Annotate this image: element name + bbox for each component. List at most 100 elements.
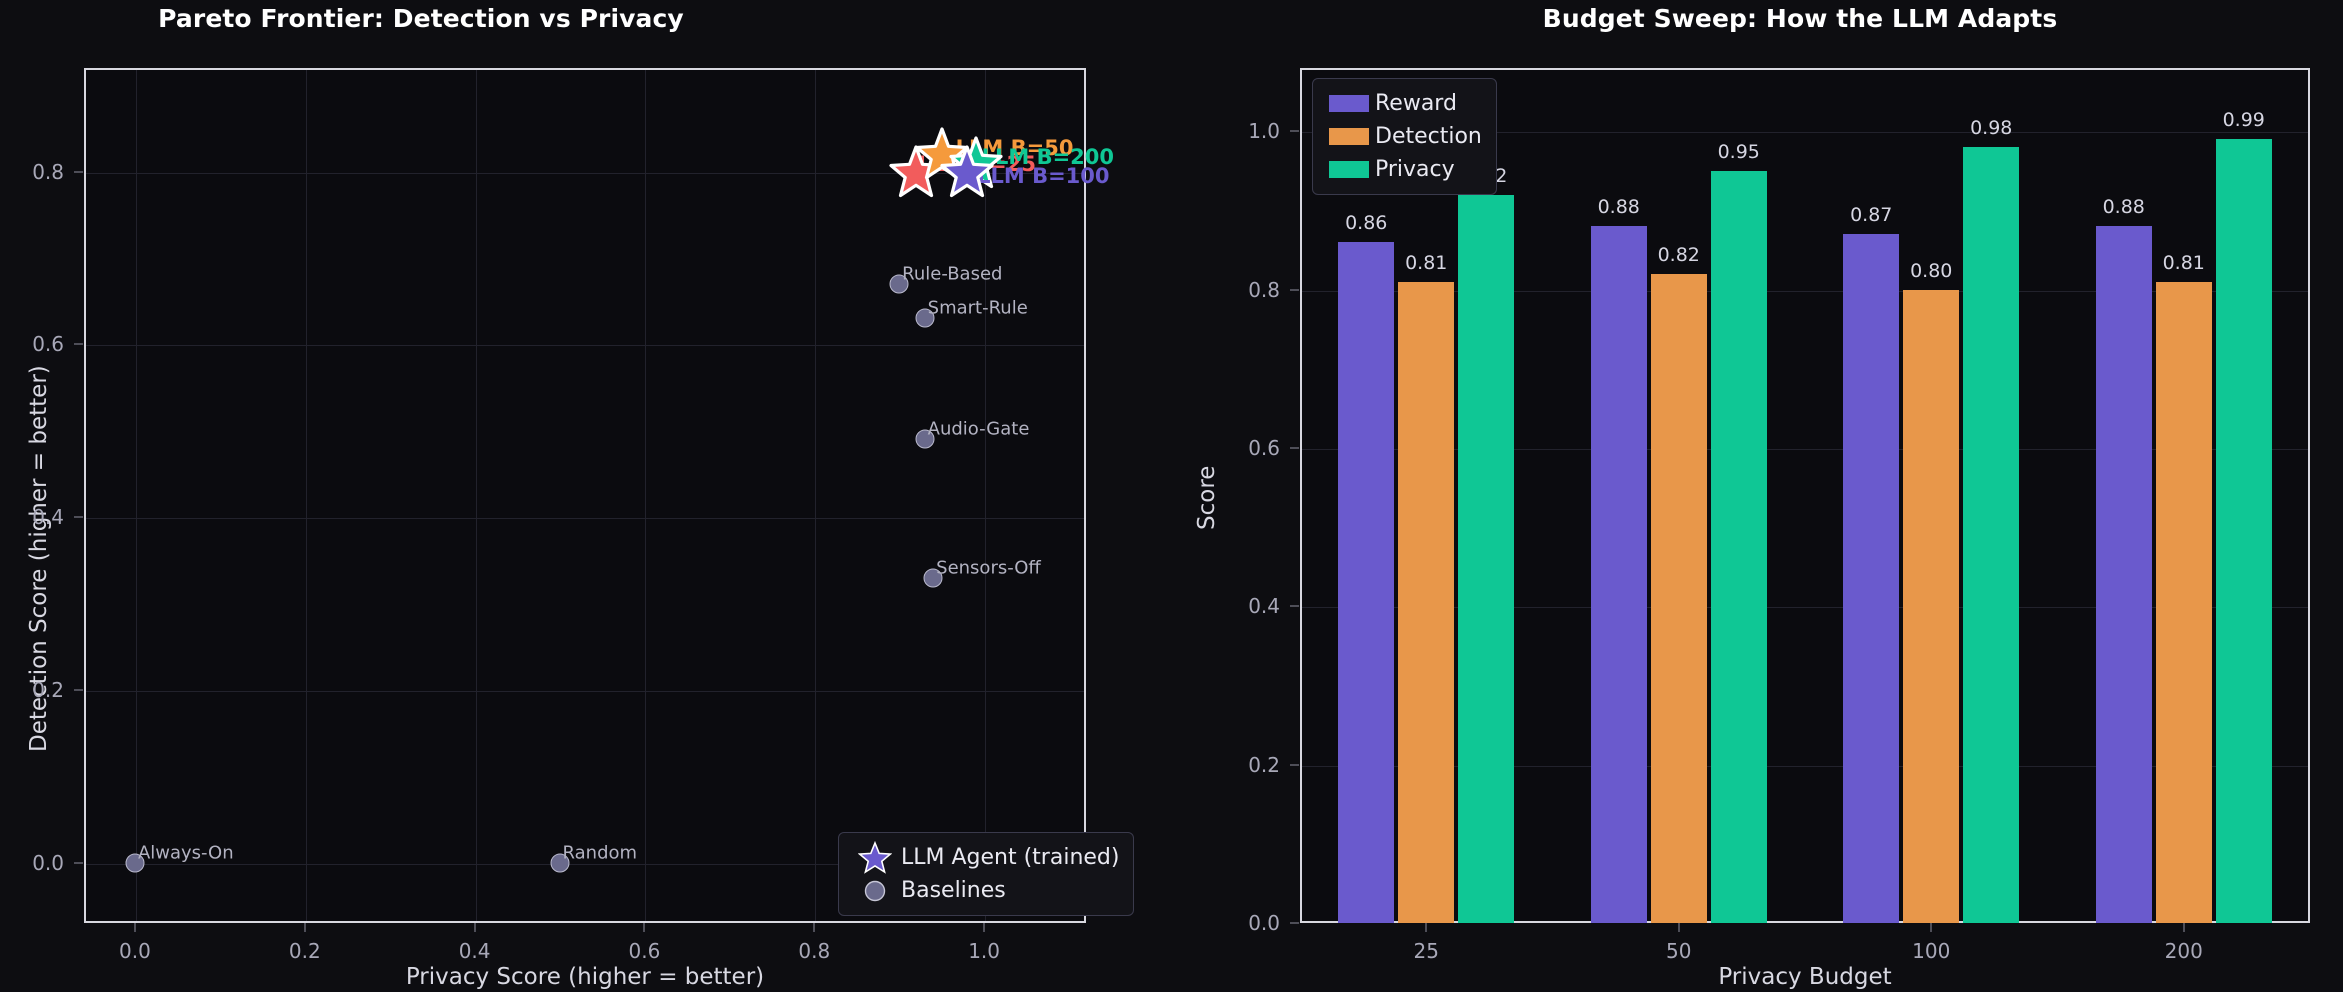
gridline-horizontal [1302, 765, 2308, 767]
ytick-label: 0.6 [32, 332, 64, 357]
gridline-horizontal [86, 518, 1084, 520]
bar-reward[interactable] [1590, 226, 1647, 923]
baseline-point-label: Audio-Gate [927, 418, 1030, 440]
bar-value-label: 0.81 [1405, 251, 1448, 274]
gridline-horizontal [1302, 132, 2308, 134]
right-xaxis-label: Privacy Budget [1718, 964, 1892, 990]
xtick-mark [134, 923, 136, 932]
reward-swatch-icon [1323, 95, 1375, 112]
ytick-mark [1290, 605, 1299, 607]
baseline-point[interactable] [550, 853, 570, 873]
llm-star-marker[interactable] [940, 145, 994, 199]
baseline-point-label: Rule-Based [902, 263, 1003, 285]
gridline-vertical [815, 70, 817, 921]
legend-item-llm-agent[interactable]: LLM Agent (trained) [849, 840, 1120, 875]
gridline-horizontal [1302, 449, 2308, 450]
bar-value-label: 0.88 [1597, 196, 1640, 219]
baseline-point[interactable] [923, 568, 943, 588]
bar-value-label: 0.99 [2222, 109, 2265, 132]
xtick-mark [1425, 923, 1427, 932]
bar-privacy[interactable] [1963, 147, 2020, 923]
bar-detection[interactable] [2155, 281, 2212, 923]
xtick-label: 25 [1413, 939, 1439, 963]
bar-value-label: 0.87 [1850, 204, 1893, 227]
baseline-point[interactable] [915, 308, 935, 328]
ytick-label: 1.0 [1248, 119, 1280, 144]
right-panel: Budget Sweep: How the LLM Adapts Privacy… [1172, 0, 2343, 992]
xtick-label: 0.8 [798, 939, 831, 963]
gridline-horizontal [86, 172, 1084, 174]
circle-icon [849, 878, 901, 904]
gridline-vertical [475, 70, 477, 921]
detection-swatch-icon [1323, 128, 1375, 145]
right-yaxis-label: Score [1194, 465, 1220, 530]
gridline-horizontal [86, 345, 1084, 347]
baseline-point-label: Always-On [137, 842, 234, 864]
baseline-point-label: Sensors-Off [936, 557, 1041, 579]
left-panel-title: Pareto Frontier: Detection vs Privacy [158, 4, 684, 33]
xtick-label: 0.0 [119, 939, 151, 963]
bar-value-label: 0.95 [1717, 140, 1760, 163]
xtick-mark [2183, 923, 2185, 932]
bar-privacy[interactable] [1710, 170, 1767, 923]
ytick-mark [74, 343, 83, 345]
xtick-label: 0.6 [628, 939, 661, 963]
baseline-point[interactable] [889, 274, 909, 294]
legend-item-detection[interactable]: Detection [1323, 120, 1482, 153]
gridline-horizontal [86, 690, 1084, 692]
ytick-mark [1290, 447, 1299, 449]
ytick-mark [74, 862, 83, 864]
baseline-point[interactable] [915, 429, 935, 449]
right-legend: Reward Detection Privacy [1312, 78, 1497, 195]
bar-detection[interactable] [1650, 273, 1707, 923]
legend-label-baselines: Baselines [901, 878, 1006, 903]
xtick-label: 1.0 [968, 939, 1000, 963]
xtick-mark [474, 923, 476, 932]
baseline-point[interactable] [125, 853, 145, 873]
bar-value-label: 0.81 [2162, 251, 2205, 274]
ytick-mark [1290, 289, 1299, 291]
legend-item-privacy[interactable]: Privacy [1323, 153, 1482, 186]
bar-privacy[interactable] [2215, 139, 2272, 923]
star-icon [849, 840, 901, 875]
xtick-mark [813, 923, 815, 932]
xtick-label: 0.2 [288, 939, 321, 963]
ytick-mark [1290, 764, 1299, 766]
bar-privacy[interactable] [1458, 194, 1515, 923]
llm-star-label: LLM B=100 [977, 163, 1110, 188]
gridline-horizontal [1302, 290, 2308, 292]
xtick-mark [1678, 923, 1680, 932]
xtick-label: 200 [2164, 939, 2203, 963]
legend-item-baselines[interactable]: Baselines [849, 874, 1119, 907]
ytick-mark [74, 516, 83, 518]
bar-detection[interactable] [1398, 281, 1455, 923]
bar-reward[interactable] [1843, 234, 1900, 923]
bar-value-label: 0.88 [2102, 196, 2145, 219]
gridline-horizontal [1302, 607, 2308, 609]
gridline-vertical [305, 70, 307, 921]
xtick-mark [643, 923, 645, 932]
xtick-mark [304, 923, 306, 932]
legend-label-reward: Reward [1375, 91, 1457, 116]
legend-item-reward[interactable]: Reward [1323, 87, 1482, 120]
legend-label-llm-agent: LLM Agent (trained) [901, 845, 1120, 870]
left-xaxis-label: Privacy Score (higher = better) [405, 964, 765, 990]
ytick-label: 0.4 [1248, 594, 1280, 619]
gridline-vertical [985, 70, 987, 921]
ytick-mark [1290, 130, 1299, 132]
legend-label-detection: Detection [1375, 124, 1482, 149]
llm-star-label: LLM B=200 [981, 145, 1115, 169]
left-panel: Pareto Frontier: Detection vs Privacy Pr… [26, 4, 1135, 990]
bar-reward[interactable] [1338, 242, 1395, 923]
pareto-scatter-plot[interactable] [84, 68, 1086, 923]
bar-reward[interactable] [2095, 226, 2152, 923]
llm-star-marker[interactable] [915, 127, 969, 181]
xtick-mark [1930, 923, 1932, 932]
gridline-horizontal [86, 863, 1084, 865]
ytick-label: 0.2 [1248, 752, 1280, 777]
xtick-label: 100 [1912, 939, 1951, 963]
ytick-mark [74, 171, 83, 173]
bar-detection[interactable] [1903, 289, 1960, 923]
left-legend: LLM Agent (trained) Baselines [838, 832, 1135, 916]
